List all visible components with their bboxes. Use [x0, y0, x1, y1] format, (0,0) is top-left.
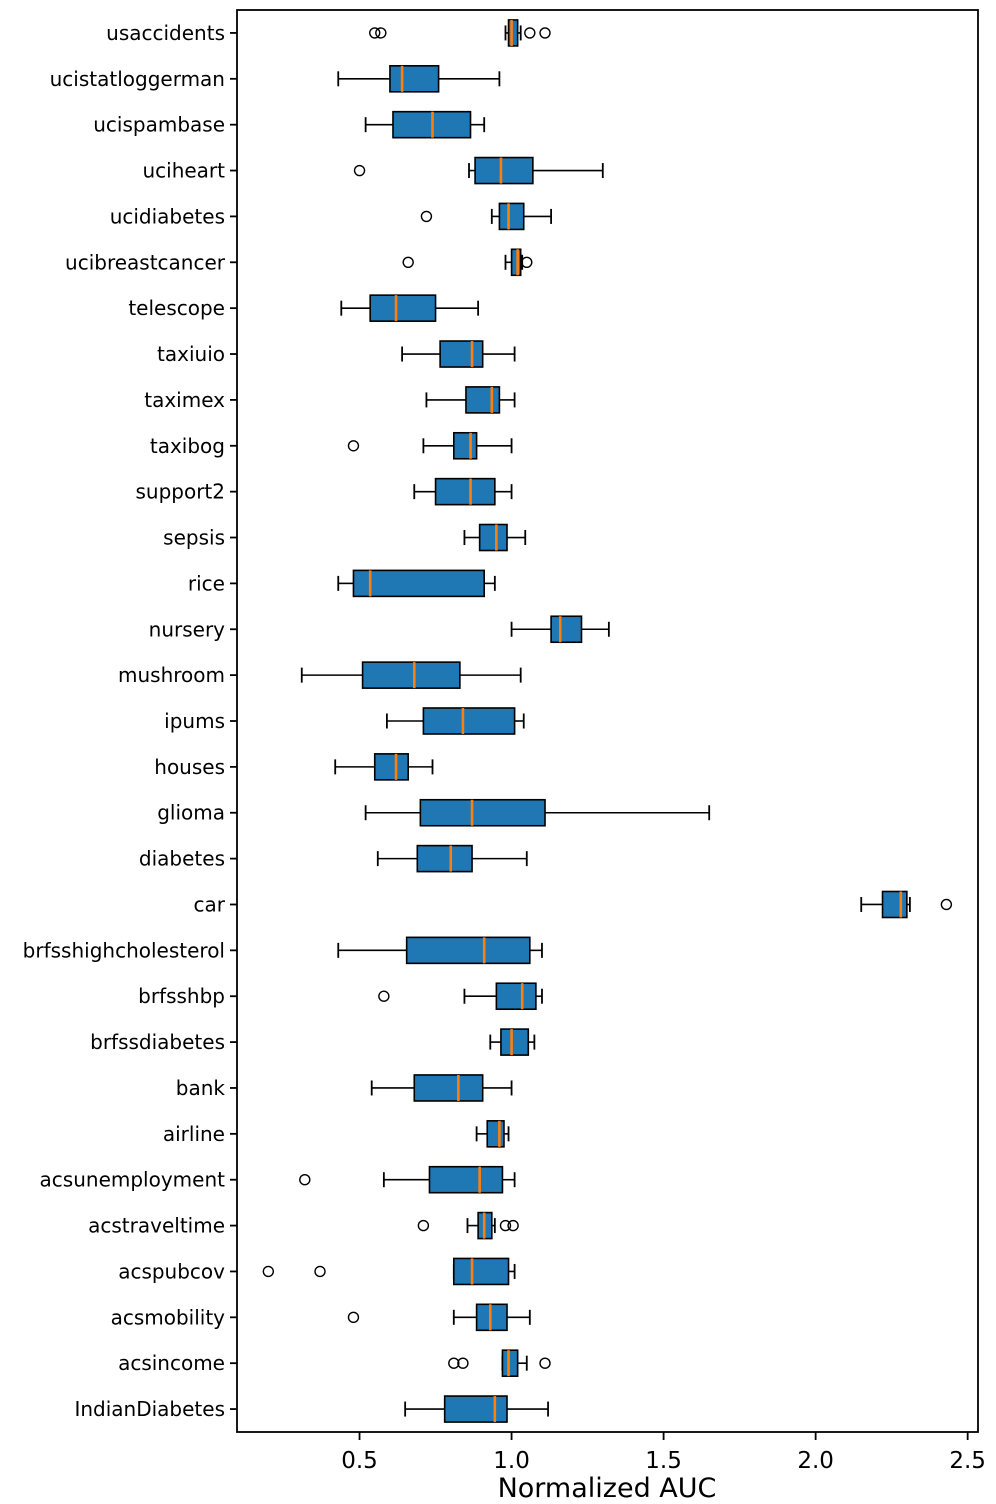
- y-tick-label: ucidiabetes: [110, 204, 225, 228]
- y-tick-label: usaccidents: [106, 21, 225, 45]
- box: [501, 1349, 519, 1377]
- x-tick-label: 0.5: [341, 1448, 378, 1474]
- outlier-point: [507, 1219, 519, 1232]
- box: [498, 202, 525, 231]
- y-tick-label: taximex: [144, 388, 225, 412]
- y-tick-label: uciheart: [142, 159, 225, 183]
- y-tick-label: acsunemployment: [40, 1168, 226, 1192]
- y-tick-label: rice: [188, 571, 225, 595]
- y-tick-label: telescope: [128, 296, 225, 320]
- box: [486, 1120, 505, 1148]
- box: [478, 523, 508, 552]
- box: [422, 707, 516, 735]
- outlier-point: [353, 164, 366, 177]
- y-tick-label: taxiuio: [157, 342, 225, 366]
- y-tick-label: glioma: [157, 801, 225, 825]
- y-tick-label: airline: [163, 1122, 225, 1146]
- outlier-point: [314, 1265, 326, 1278]
- box: [439, 340, 484, 368]
- y-tick-label: acsmobility: [111, 1305, 226, 1329]
- box: [389, 65, 440, 93]
- y-tick-label: brfssdiabetes: [90, 1030, 225, 1054]
- x-tick-label: 1.5: [645, 1448, 682, 1474]
- box: [500, 1028, 530, 1056]
- plot-content: 0.5 1.0 1.5 2.0 2.5 usaccidents ucistatloggerm…: [23, 19, 986, 1474]
- box: [507, 19, 519, 47]
- box: [416, 844, 473, 873]
- outlier-point: [375, 27, 387, 39]
- box: [510, 248, 522, 277]
- outlier-point: [457, 1357, 469, 1369]
- y-tick-label: brfsshighcholesterol: [23, 938, 225, 962]
- box: [452, 1257, 510, 1286]
- y-tick-label: support2: [135, 480, 225, 504]
- box: [352, 569, 486, 598]
- y-tick-label: acspubcov: [118, 1259, 225, 1283]
- y-tick-label: bank: [176, 1076, 226, 1100]
- outlier-point: [417, 1219, 430, 1232]
- y-tick-label: car: [194, 892, 226, 916]
- y-tick-label: ucistatloggerman: [50, 67, 225, 91]
- box: [428, 1165, 504, 1194]
- y-tick-label: ucispambase: [93, 113, 225, 137]
- box: [443, 1395, 508, 1423]
- y-tick-label: diabetes: [139, 847, 225, 871]
- y-tick-label: acstraveltime: [88, 1214, 225, 1238]
- box: [369, 294, 437, 322]
- box: [434, 477, 496, 506]
- plot-frame: [236, 9, 979, 1433]
- box: [373, 753, 409, 781]
- outlier-point: [369, 27, 381, 39]
- y-tick-label: acsincome: [118, 1351, 225, 1375]
- x-axis-title: Normalized AUC: [498, 1473, 717, 1504]
- box: [413, 1074, 484, 1102]
- x-tick-label: 2.0: [797, 1448, 834, 1474]
- outlier-point: [262, 1265, 275, 1278]
- box: [452, 431, 478, 460]
- box: [465, 386, 501, 414]
- y-tick-label: IndianDiabetes: [74, 1397, 225, 1421]
- box: [474, 156, 534, 185]
- outlier-point: [539, 1357, 551, 1369]
- x-tick-label: 2.5: [949, 1448, 986, 1474]
- outlier-point: [347, 1311, 360, 1324]
- box: [881, 890, 908, 919]
- box: [419, 798, 546, 827]
- box: [361, 661, 461, 689]
- outlier-point: [940, 898, 953, 911]
- outlier-point: [521, 256, 533, 268]
- outlier-point: [420, 210, 433, 223]
- outlier-point: [524, 27, 536, 39]
- box: [475, 1303, 508, 1332]
- outlier-point: [448, 1357, 460, 1369]
- outlier-point: [499, 1219, 512, 1232]
- x-tick-label: 1.0: [493, 1448, 530, 1474]
- outlier-point: [378, 990, 390, 1002]
- y-tick-label: taxibog: [150, 434, 225, 458]
- y-tick-label: ucibreastcancer: [65, 250, 226, 274]
- y-tick-label: sepsis: [163, 526, 225, 550]
- y-tick-label: nursery: [149, 617, 226, 641]
- y-tick-label: brfsshbp: [138, 984, 225, 1008]
- box: [405, 936, 531, 965]
- outlier-point: [402, 256, 414, 268]
- y-tick-label: ipums: [164, 709, 225, 733]
- outlier-point: [539, 27, 551, 39]
- box: [550, 615, 583, 644]
- outlier-point: [299, 1174, 311, 1186]
- y-tick-label: houses: [154, 755, 225, 779]
- outlier-point: [347, 440, 360, 452]
- box: [495, 982, 537, 1011]
- y-tick-label: mushroom: [118, 663, 225, 687]
